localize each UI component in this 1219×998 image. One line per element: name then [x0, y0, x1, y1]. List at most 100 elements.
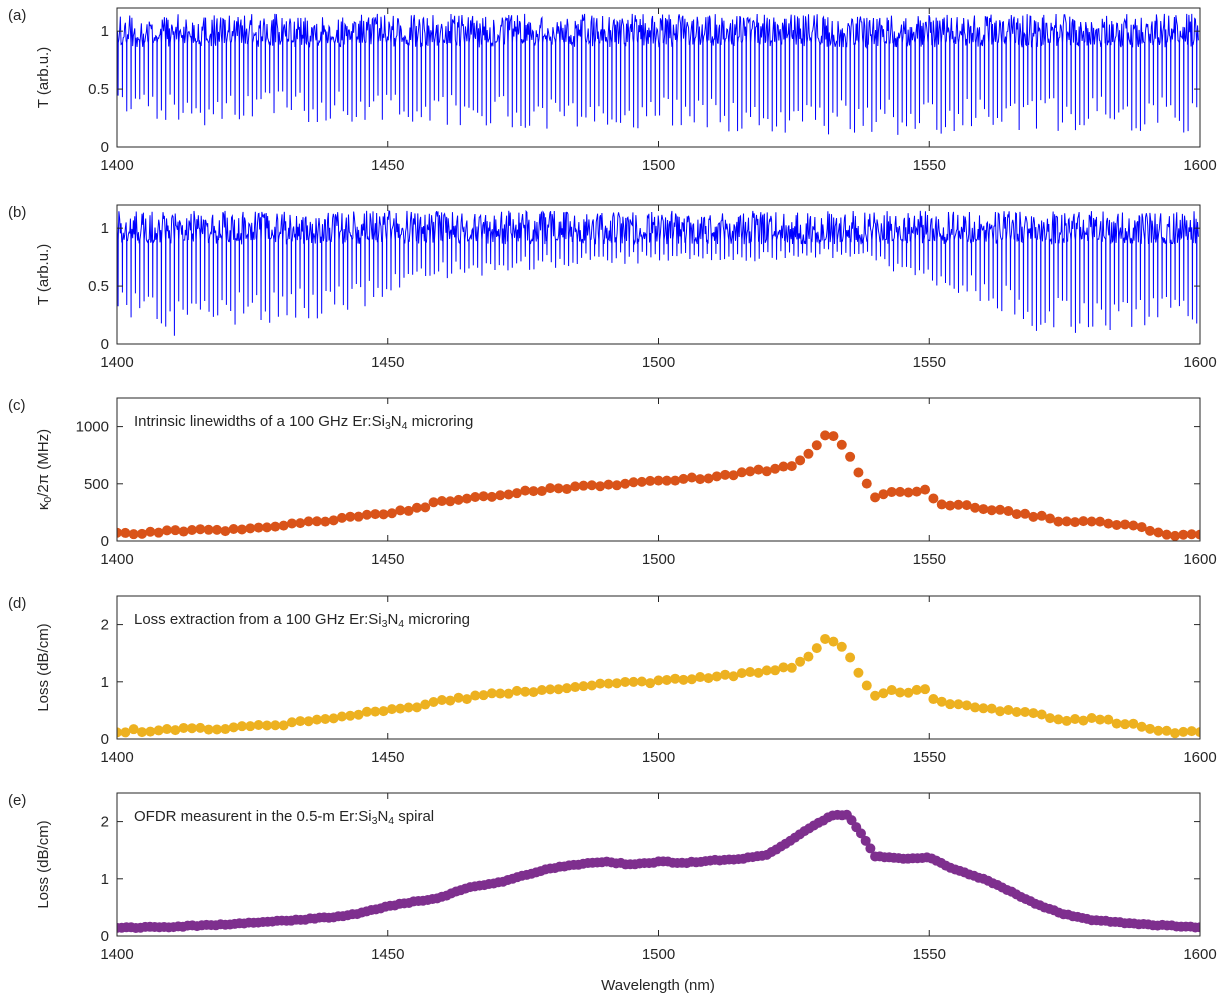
data-point [536, 486, 547, 497]
data-point [270, 720, 281, 731]
data-point [528, 486, 539, 497]
data-point [170, 525, 181, 536]
data-point [345, 710, 356, 721]
data-point [545, 483, 556, 494]
data-point [1103, 714, 1114, 725]
data-layer [117, 809, 1200, 934]
x-tick-label: 1550 [913, 354, 946, 371]
data-point [803, 651, 814, 662]
data-point [428, 697, 439, 707]
data-point [1153, 725, 1164, 736]
data-point [1103, 518, 1114, 529]
data-point [595, 481, 606, 492]
panel-label: (a) [8, 7, 26, 24]
data-layer [117, 13, 1199, 135]
data-point [978, 504, 989, 515]
data-point [695, 672, 706, 683]
x-tick-label: 1500 [642, 946, 675, 963]
y-axis-label: Loss (dB/cm) [35, 623, 52, 711]
plot-frame [116, 204, 1201, 345]
data-point [1111, 519, 1122, 530]
data-point [228, 722, 239, 733]
data-point [578, 681, 589, 692]
data-point [1195, 922, 1200, 933]
data-point [570, 481, 581, 492]
data-point [753, 667, 764, 678]
data-point [903, 687, 914, 698]
panel-annotation: OFDR measurent in the 0.5-m Er:Si3N4 spi… [134, 808, 434, 827]
data-point [320, 516, 331, 527]
panel-label: (d) [8, 595, 26, 612]
x-tick-label: 1450 [371, 157, 404, 174]
data-point [886, 685, 897, 696]
data-point [1128, 718, 1139, 729]
data-point [178, 526, 189, 537]
data-point [820, 430, 831, 441]
data-point [395, 703, 406, 714]
data-point [670, 475, 681, 486]
data-point [728, 671, 739, 682]
y-tick-label: 1 [101, 871, 109, 888]
panel-label: (e) [8, 792, 26, 809]
data-point [828, 636, 839, 647]
data-point [253, 720, 264, 730]
data-point [311, 714, 322, 725]
data-point [736, 668, 747, 679]
data-point [1070, 517, 1081, 528]
data-point [1186, 726, 1197, 737]
x-tick-label: 1550 [913, 551, 946, 568]
data-point [1020, 706, 1031, 717]
data-point [886, 486, 897, 497]
data-point [295, 518, 306, 529]
data-point [461, 694, 472, 705]
data-point [1011, 509, 1022, 520]
data-point [1195, 727, 1200, 738]
data-point [753, 464, 764, 475]
data-point [1003, 704, 1014, 715]
data-point [1145, 723, 1156, 734]
data-point [945, 500, 956, 511]
data-point [870, 492, 881, 503]
data-point [553, 684, 564, 695]
data-point [720, 669, 731, 680]
data-point [820, 633, 831, 644]
x-tick-label: 1600 [1183, 157, 1216, 174]
x-tick-label: 1400 [100, 551, 133, 568]
data-point [303, 516, 314, 527]
data-point [928, 694, 939, 705]
data-point [670, 673, 681, 684]
x-tick-label: 1500 [642, 749, 675, 766]
data-point [861, 680, 872, 691]
data-point [678, 473, 689, 484]
x-axis-label: Wavelength (nm) [601, 977, 715, 994]
data-point [470, 690, 481, 701]
data-point [995, 504, 1006, 515]
data-point [1153, 527, 1164, 538]
data-point [420, 699, 431, 710]
data-point [1086, 712, 1097, 723]
data-point [811, 440, 822, 451]
data-point [661, 674, 672, 685]
data-point [278, 520, 289, 531]
data-point [220, 724, 231, 735]
data-point [1170, 728, 1181, 739]
data-point [1086, 516, 1097, 527]
data-point [428, 497, 439, 508]
data-point [836, 439, 847, 450]
data-point [595, 678, 606, 689]
data-point [795, 455, 806, 466]
data-point [245, 721, 256, 732]
data-point [1070, 713, 1081, 724]
data-point [970, 502, 981, 513]
data-point [520, 485, 531, 496]
data-point [211, 724, 222, 735]
data-point [786, 662, 797, 673]
data-point [1053, 516, 1064, 527]
data-point [653, 675, 664, 686]
y-tick-label: 0.5 [88, 278, 109, 295]
data-point [503, 688, 514, 699]
data-point [911, 486, 922, 497]
x-tick-label: 1600 [1183, 551, 1216, 568]
data-point [770, 463, 781, 474]
